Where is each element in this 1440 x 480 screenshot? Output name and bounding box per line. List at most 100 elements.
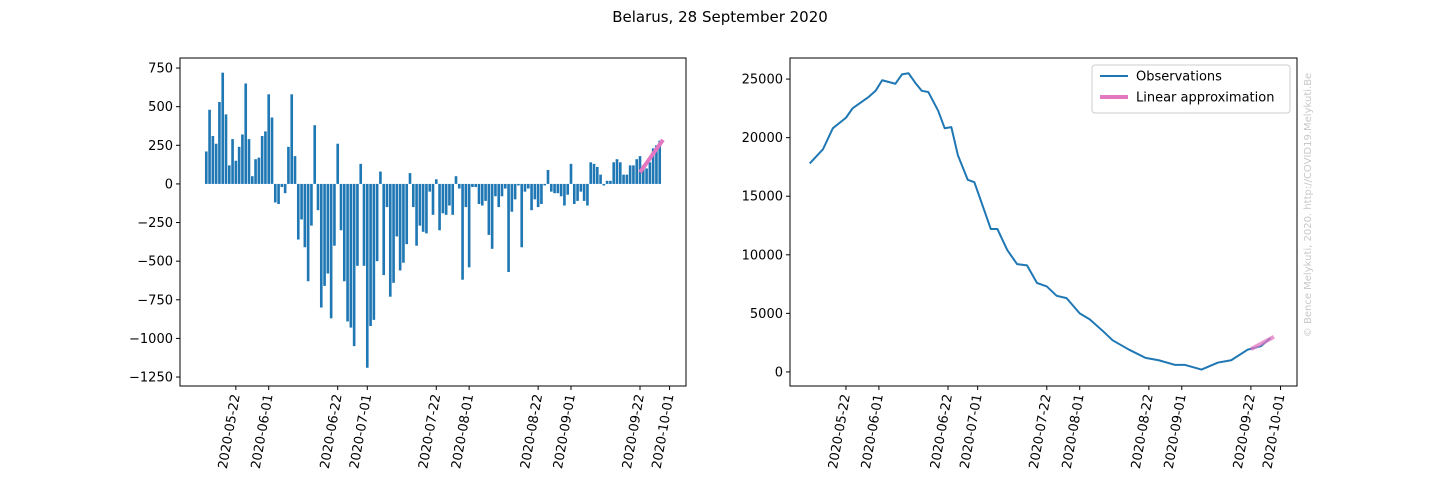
- bar: [434, 179, 438, 184]
- x-tick-label: 2020-07-01: [958, 393, 986, 470]
- bar: [467, 183, 471, 268]
- y-tick-label: −750: [137, 293, 173, 308]
- bar: [293, 156, 297, 184]
- bar: [356, 183, 359, 266]
- bar: [526, 183, 530, 189]
- bar: [326, 183, 330, 274]
- x-tick-label: 2020-06-01: [249, 393, 277, 470]
- bar: [339, 183, 343, 231]
- bar: [237, 146, 241, 184]
- bar: [615, 159, 619, 184]
- y-tick-label: −1000: [129, 332, 173, 347]
- bar: [306, 183, 310, 282]
- bar: [264, 131, 267, 184]
- y-tick-label: 20000: [742, 131, 783, 146]
- y-tick-label: 10000: [742, 248, 783, 263]
- bar: [579, 183, 583, 192]
- bar: [287, 146, 290, 184]
- bar: [457, 183, 461, 189]
- bar: [589, 162, 593, 184]
- bar: [244, 83, 248, 184]
- bar: [221, 72, 225, 184]
- plot-frame: [179, 57, 687, 387]
- bar: [474, 183, 478, 188]
- bar: [241, 134, 244, 184]
- bar: [605, 180, 609, 184]
- bar: [461, 183, 464, 280]
- bar: [250, 176, 254, 184]
- y-tick-label: 25000: [742, 73, 783, 88]
- bar: [333, 183, 336, 246]
- bar: [648, 162, 652, 184]
- bar: [359, 163, 363, 184]
- bar: [497, 183, 501, 208]
- bar: [566, 183, 570, 195]
- bar: [329, 183, 333, 319]
- bar: [260, 136, 264, 184]
- bar: [556, 183, 560, 194]
- bar: [444, 183, 448, 215]
- x-tick-label: 2020-08-22: [518, 393, 546, 470]
- bar: [513, 183, 517, 200]
- y-tick-label: 250: [148, 139, 173, 154]
- bar: [540, 183, 543, 205]
- x-tick-label: 2020-06-22: [928, 393, 956, 470]
- bar: [218, 102, 221, 184]
- bar: [628, 165, 632, 184]
- bar: [385, 183, 389, 208]
- bar: [349, 183, 353, 328]
- bar: [441, 183, 445, 214]
- bar: [625, 174, 629, 184]
- bar: [231, 139, 234, 184]
- bar: [408, 173, 412, 184]
- x-tick-label: 2020-08-01: [449, 393, 477, 470]
- bar: [300, 183, 303, 220]
- y-tick-label: 0: [775, 365, 783, 380]
- bar: [290, 94, 294, 184]
- bar: [510, 183, 514, 212]
- bar: [559, 183, 563, 197]
- bar: [651, 148, 655, 184]
- bar: [346, 183, 349, 322]
- bar: [641, 165, 645, 184]
- y-tick-label: 0: [165, 177, 173, 192]
- bar: [618, 162, 622, 184]
- bar: [283, 183, 287, 194]
- bar: [645, 168, 648, 184]
- bar: [402, 183, 405, 263]
- bar: [569, 163, 573, 184]
- bar: [586, 183, 589, 206]
- bar: [224, 114, 228, 184]
- x-tick-label: 2020-08-22: [1129, 393, 1157, 470]
- bar: [415, 183, 418, 246]
- x-tick-label: 2020-06-01: [859, 393, 887, 470]
- bar: [632, 165, 635, 184]
- bar: [388, 183, 392, 297]
- bar: [208, 109, 211, 184]
- bar: [490, 183, 494, 249]
- y-tick-label: −500: [137, 255, 173, 270]
- bar: [543, 183, 547, 186]
- bar: [313, 125, 317, 184]
- bar: [503, 183, 507, 189]
- figure-title: Belarus, 28 September 2020: [612, 8, 828, 26]
- x-tick-label: 2020-08-01: [1060, 393, 1088, 470]
- x-tick-label: 2020-10-01: [650, 393, 678, 470]
- bar: [319, 183, 323, 308]
- bar: [379, 171, 382, 184]
- bar: [599, 174, 602, 184]
- bar: [487, 183, 491, 235]
- y-tick-label: −1250: [129, 371, 173, 386]
- bar: [480, 183, 484, 206]
- bar: [342, 183, 346, 282]
- bar: [448, 183, 451, 206]
- bar: [405, 183, 409, 245]
- bar: [336, 143, 340, 184]
- bar: [323, 183, 326, 286]
- bar: [477, 183, 481, 205]
- bar: [471, 183, 474, 188]
- bar: [411, 183, 415, 208]
- x-tick-label: 2020-05-22: [216, 393, 244, 470]
- bar: [234, 160, 238, 184]
